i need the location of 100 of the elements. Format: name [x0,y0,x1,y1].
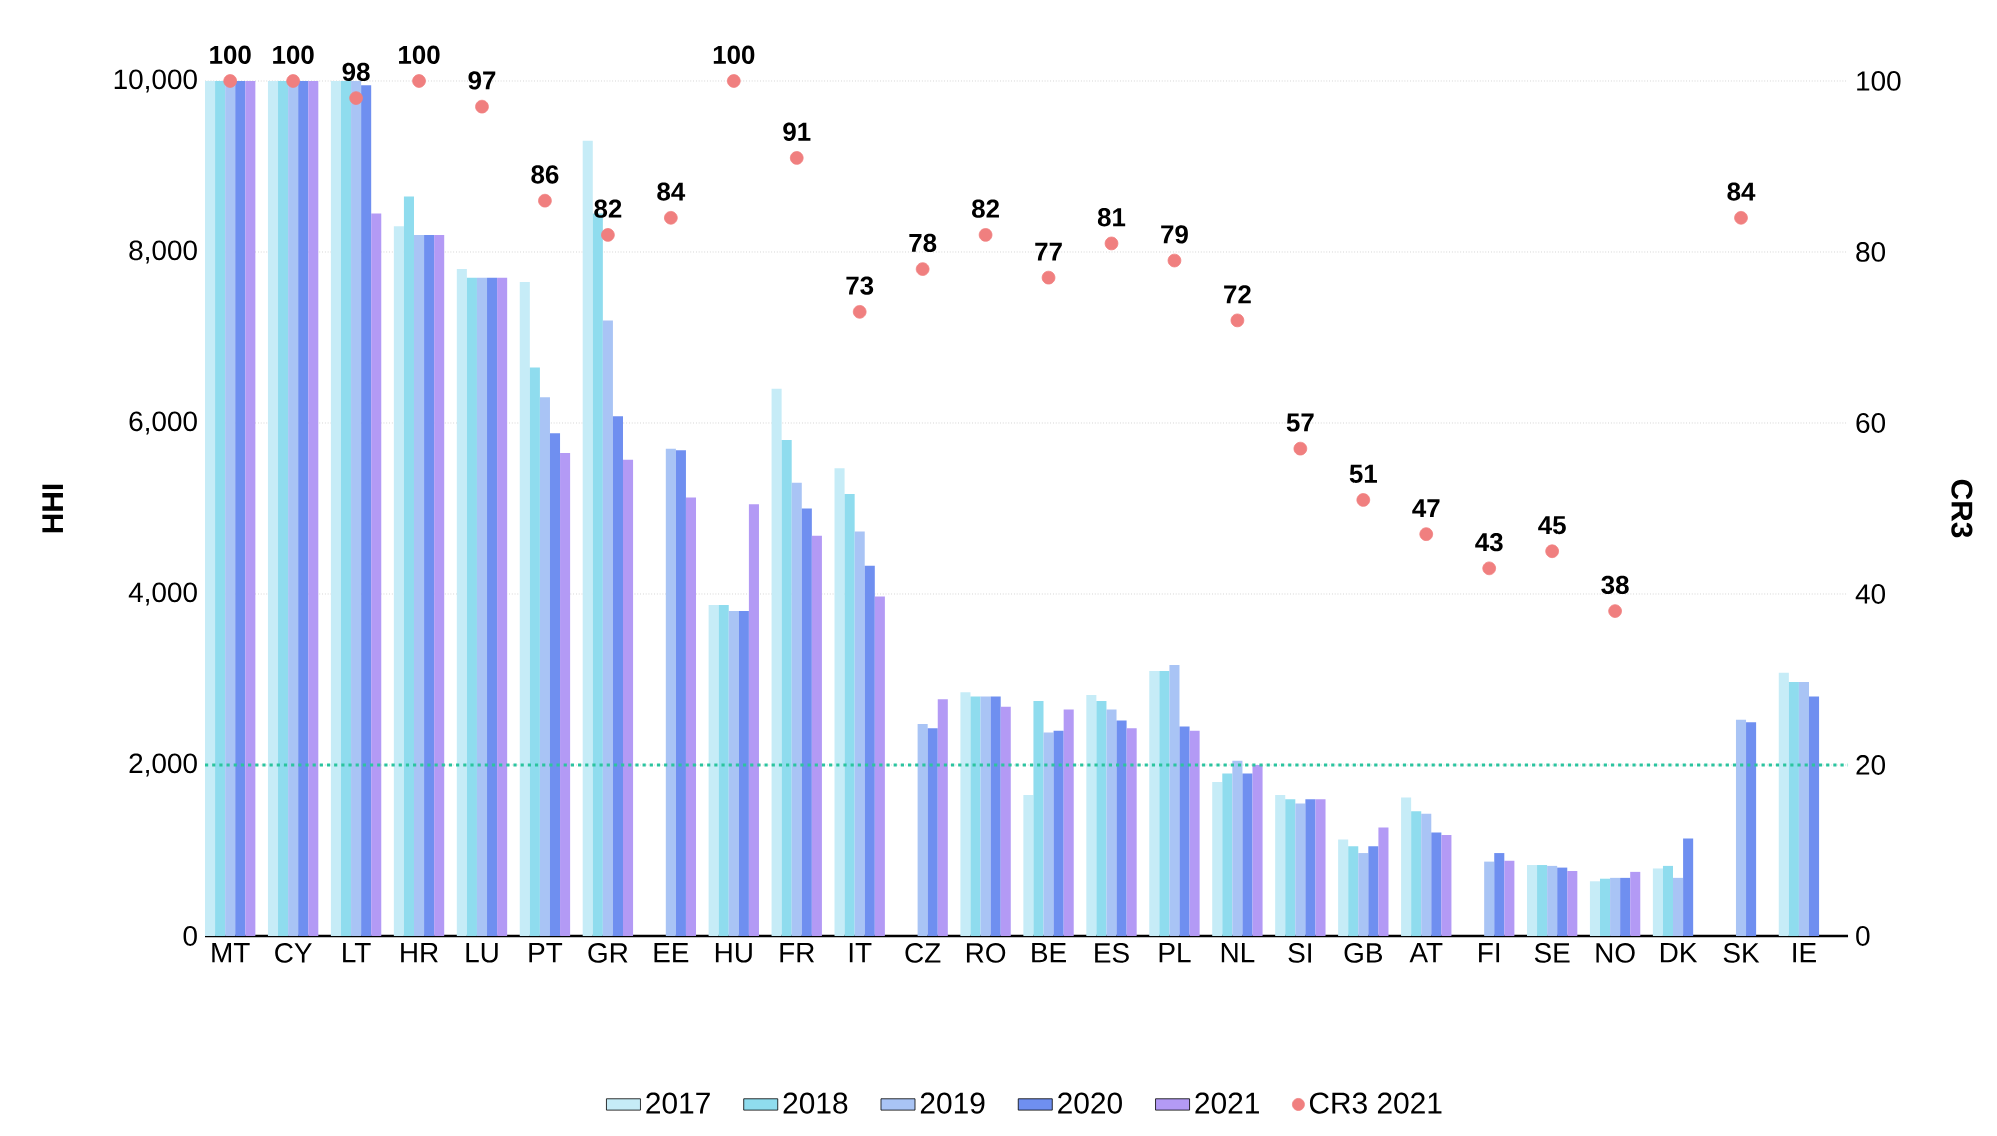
x-tick-label: LT [343,943,371,963]
bar [771,388,782,936]
bar [1338,839,1349,936]
bar [917,723,928,936]
y2-tick-label: 80 [1856,242,1886,262]
bar [434,234,445,936]
point [1230,313,1245,328]
bar [874,596,885,936]
x-tick-label: HU [715,943,752,963]
bar [602,320,613,936]
bar [403,196,414,936]
bar [330,80,341,936]
legend-label: 2019 [920,1092,985,1114]
bar [1411,811,1422,936]
y-tick-label: 4,000 [128,582,197,606]
point [1545,544,1559,559]
bar [1778,672,1789,936]
bar [519,281,530,936]
bar [582,140,593,936]
bar [529,367,540,936]
bar [1106,709,1117,936]
bar [738,611,749,936]
bar [424,234,435,936]
bar [1126,728,1137,936]
bar [801,508,812,936]
x-tick-label: EE [654,943,689,963]
data-label: 47 [1412,499,1440,518]
y2-tick-label: 60 [1856,413,1886,433]
bar [361,85,372,936]
bar [1043,732,1054,936]
point [1356,493,1371,507]
bar [685,497,697,936]
data-label: 81 [1097,208,1126,227]
point [1104,236,1119,251]
x-tick-label: CZ [905,943,941,963]
y-axis-title: HHI [42,484,63,533]
bar [1630,871,1641,936]
legend-label: 2021 [1195,1092,1259,1114]
bar [1275,794,1286,936]
point [1167,253,1182,268]
x-tick-label: GB [1344,943,1383,963]
bar [960,692,971,936]
point [1734,210,1748,225]
bar [235,80,246,936]
bar [340,80,352,936]
bar [1378,827,1389,936]
point [1482,561,1496,576]
y2-tick-label: 20 [1856,755,1886,775]
bar [990,696,1001,936]
bar [487,277,498,936]
bar [245,80,256,936]
bar [1567,871,1578,936]
bar [560,452,571,936]
x-tick-label: PT [529,943,563,963]
data-label: 97 [468,71,496,90]
x-tick-label: SK [1723,943,1760,963]
x-tick-label: CY [275,943,312,963]
bar [1589,881,1600,936]
bar [791,482,802,936]
y-tick-label: 2,000 [129,753,197,777]
point [978,228,993,242]
bar [1222,773,1233,936]
bar [1504,860,1515,936]
x-tick-label: PL [1159,943,1191,963]
bar [393,226,404,936]
data-label: 79 [1161,225,1188,244]
bar [267,80,279,936]
data-label: 51 [1349,464,1377,483]
bar [1116,720,1127,936]
bar [1735,719,1747,936]
legend-label: 2020 [1058,1092,1122,1114]
y-tick-label: 6,000 [129,411,197,435]
data-label: 100 [399,45,440,64]
bar [1096,700,1107,936]
bar [1033,700,1044,936]
data-label: 84 [657,182,686,201]
bar [476,277,488,936]
point [475,99,489,114]
bar [1179,726,1190,936]
bar [864,565,875,936]
bar [308,80,319,936]
point [412,74,426,88]
x-tick-label: RO [966,943,1006,963]
bar [675,450,686,936]
bar [1305,799,1316,936]
data-label: 77 [1035,242,1062,261]
bar [1673,877,1684,936]
bar [1421,813,1432,936]
legend-label: CR3 2021 [1309,1092,1442,1114]
bar [1537,865,1548,936]
y2-tick-label: 40 [1855,584,1886,604]
x-tick-label: IT [849,943,872,963]
bar [811,535,822,936]
data-label: 100 [273,45,314,64]
data-label: 86 [531,165,559,184]
bar [298,80,309,936]
bar [1000,706,1011,936]
data-label: 98 [342,62,370,82]
data-label: 82 [594,199,622,218]
bar [665,448,676,936]
